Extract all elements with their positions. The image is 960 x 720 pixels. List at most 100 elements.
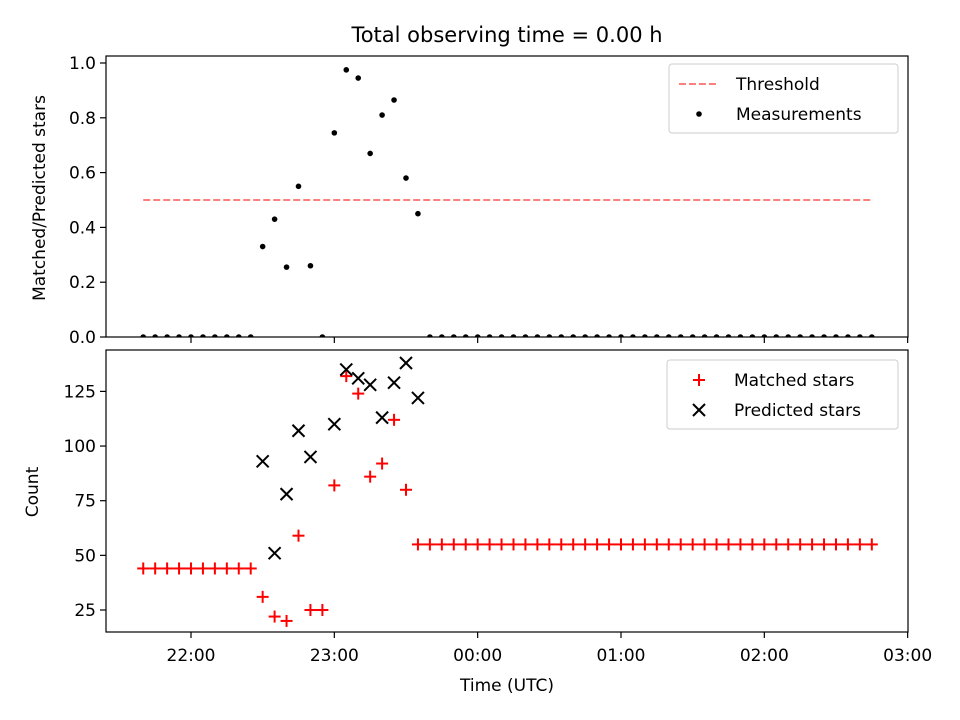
measurement-point <box>594 334 600 337</box>
bottom-y-axis-label: Count <box>23 466 43 517</box>
matched-star-point <box>364 470 377 483</box>
bottom-y-tick-label: 100 <box>64 437 96 457</box>
measurement-point <box>570 334 577 337</box>
bottom-y-tick-label: 75 <box>74 492 96 512</box>
predicted-star-point <box>291 424 306 438</box>
predicted-star-point <box>375 410 389 425</box>
measurement-point <box>630 334 636 337</box>
predicted-star-point <box>387 375 401 390</box>
measurement-point <box>319 334 326 337</box>
measurement-point <box>188 334 194 337</box>
measurement-point <box>259 243 266 250</box>
measurements-legend-label: Measurements <box>736 105 862 125</box>
matched-star-point <box>758 538 771 551</box>
measurement-point <box>677 334 684 337</box>
matched-star-point <box>280 614 293 627</box>
measurement-point <box>821 334 827 337</box>
matched-star-point <box>304 604 317 616</box>
measurement-point <box>701 334 708 337</box>
predicted-star-point <box>267 546 282 560</box>
measurement-point <box>247 334 254 337</box>
matched-star-point <box>220 562 233 575</box>
measurement-point <box>140 334 147 337</box>
matched-star-point <box>567 538 580 551</box>
matched-star-point <box>316 604 329 616</box>
matched-star-point <box>853 538 866 551</box>
measurement-point <box>582 334 588 337</box>
measurement-point <box>654 334 660 337</box>
measurement-point <box>498 334 505 337</box>
matched-star-point <box>447 538 460 551</box>
predicted-star-point <box>411 391 425 405</box>
matched-star-point <box>841 538 854 551</box>
measurement-point <box>439 334 445 337</box>
bottom-y-tick-label: 50 <box>74 546 96 566</box>
top-panel: 0.0 0.2 0.4 0.6 0.8 1.0 <box>69 54 909 348</box>
predicted-star-point <box>363 378 377 392</box>
matched-star-point <box>614 538 627 551</box>
matched-star-point <box>734 538 747 551</box>
matched-star-point <box>149 562 162 575</box>
matched-star-point <box>531 538 544 551</box>
measurement-point <box>642 334 648 337</box>
matched-star-point <box>543 538 556 551</box>
measurement-point <box>761 334 768 337</box>
measurement-point <box>809 334 815 337</box>
top-y-tick-label: 0.0 <box>69 328 96 348</box>
matched-star-point <box>710 538 723 551</box>
predicted-star-point <box>339 362 353 377</box>
top-legend: Threshold Measurements <box>668 63 899 134</box>
top-plot-frame <box>105 55 909 338</box>
measurement-point <box>164 334 170 337</box>
matched-legend-label: Matched stars <box>734 371 854 391</box>
measurement-point <box>689 334 696 337</box>
matched-star-point <box>388 413 401 426</box>
matched-star-point <box>268 610 281 623</box>
measurement-point <box>725 334 732 337</box>
chart-title: Total observing time = 0.00 h <box>350 23 662 47</box>
matched-star-point <box>340 370 353 383</box>
matched-star-point <box>638 538 651 551</box>
measurement-point <box>367 150 373 157</box>
measurement-point <box>510 334 517 337</box>
predicted-legend-swatch <box>692 403 706 417</box>
matched-star-point <box>352 387 365 400</box>
x-tick-label: 01:00 <box>596 646 645 666</box>
predicted-star-point <box>399 356 413 370</box>
count-series <box>137 356 878 627</box>
x-tick-label: 00:00 <box>453 646 502 666</box>
bottom-plot-frame <box>105 349 909 633</box>
measurement-point <box>773 334 780 337</box>
matched-star-point <box>746 538 759 551</box>
measurement-point <box>857 334 863 337</box>
matched-star-point <box>483 538 496 551</box>
x-axis-label: Time (UTC) <box>459 676 554 696</box>
matched-star-point <box>435 538 448 551</box>
matched-star-point <box>794 538 807 551</box>
measurement-point <box>845 334 851 337</box>
matched-star-point <box>411 538 424 551</box>
matched-star-point <box>591 538 604 551</box>
matched-star-point <box>603 538 616 551</box>
matched-star-point <box>519 538 532 551</box>
measurement-point <box>737 334 744 337</box>
matched-star-point <box>328 479 341 492</box>
matched-star-point <box>626 538 639 551</box>
matched-star-point <box>495 538 508 551</box>
matched-star-point <box>471 538 484 551</box>
matched-star-point <box>256 590 269 603</box>
x-tick-label: 03:00 <box>883 646 932 666</box>
matched-star-point <box>829 538 842 551</box>
matched-legend-swatch <box>693 374 705 386</box>
measurement-point <box>152 334 158 337</box>
matched-star-point <box>555 538 568 551</box>
measurement-point <box>307 262 314 269</box>
matched-star-point <box>818 538 831 551</box>
measurement-point <box>665 334 672 337</box>
top-y-tick-label: 0.2 <box>69 273 96 293</box>
predicted-star-point <box>351 371 365 385</box>
measurement-point <box>415 210 421 217</box>
top-y-axis-label: Matched/Predicted stars <box>30 95 50 301</box>
measurements-legend-swatch <box>696 111 702 117</box>
measurement-point <box>474 334 481 337</box>
